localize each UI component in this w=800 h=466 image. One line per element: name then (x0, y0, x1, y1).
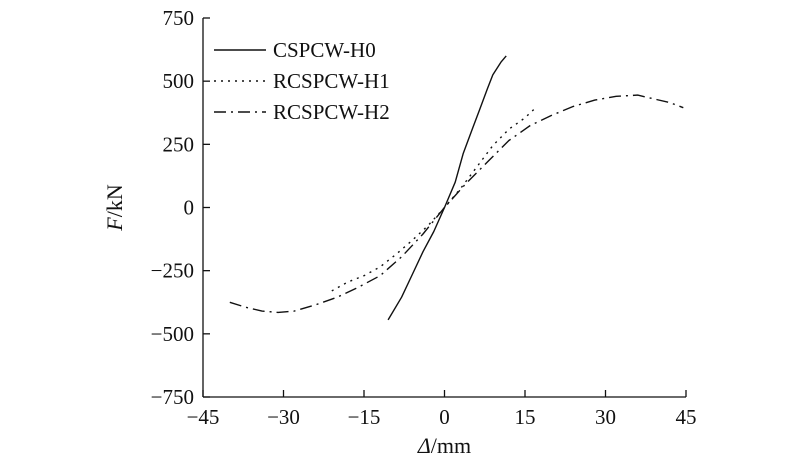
legend-label-cspcw-h0: CSPCW-H0 (273, 38, 376, 62)
y-ticks: −750 −500 −250 0 250 500 750 (151, 6, 210, 409)
y-tick-label: 250 (163, 132, 195, 156)
y-tick-label: 500 (163, 69, 195, 93)
x-ticks: −45 −30 −15 0 15 30 45 (187, 390, 697, 429)
series-line-cspcw-h0 (387, 55, 507, 321)
series-layer (229, 55, 684, 321)
x-tick-label: 45 (676, 405, 697, 429)
x-tick-label: 0 (439, 405, 450, 429)
x-tick-label: −15 (348, 405, 381, 429)
series-line-rcspcw-h1 (331, 107, 537, 292)
y-tick-label: 750 (163, 6, 195, 30)
legend-label-rcspcw-h2: RCSPCW-H2 (273, 100, 390, 124)
legend: CSPCW-H0 RCSPCW-H1 RCSPCW-H2 (214, 38, 390, 124)
x-axis-title: Δ/mm (417, 433, 471, 458)
x-axis-unit: /mm (431, 433, 471, 458)
y-axis-symbol: F (102, 217, 127, 232)
legend-label-rcspcw-h1: RCSPCW-H1 (273, 69, 390, 93)
y-tick-label: 0 (184, 196, 195, 220)
y-axis-title: F/kN (102, 184, 127, 232)
y-tick-label: −500 (151, 322, 194, 346)
y-tick-label: −250 (151, 259, 194, 283)
y-tick-label: −750 (151, 385, 194, 409)
x-tick-label: −45 (187, 405, 220, 429)
series-line-rcspcw-h2 (229, 94, 684, 314)
y-axis-unit: /kN (102, 184, 127, 217)
x-tick-label: −30 (267, 405, 300, 429)
x-tick-label: 15 (515, 405, 536, 429)
x-tick-label: 30 (595, 405, 616, 429)
x-axis-symbol: Δ (417, 433, 431, 458)
